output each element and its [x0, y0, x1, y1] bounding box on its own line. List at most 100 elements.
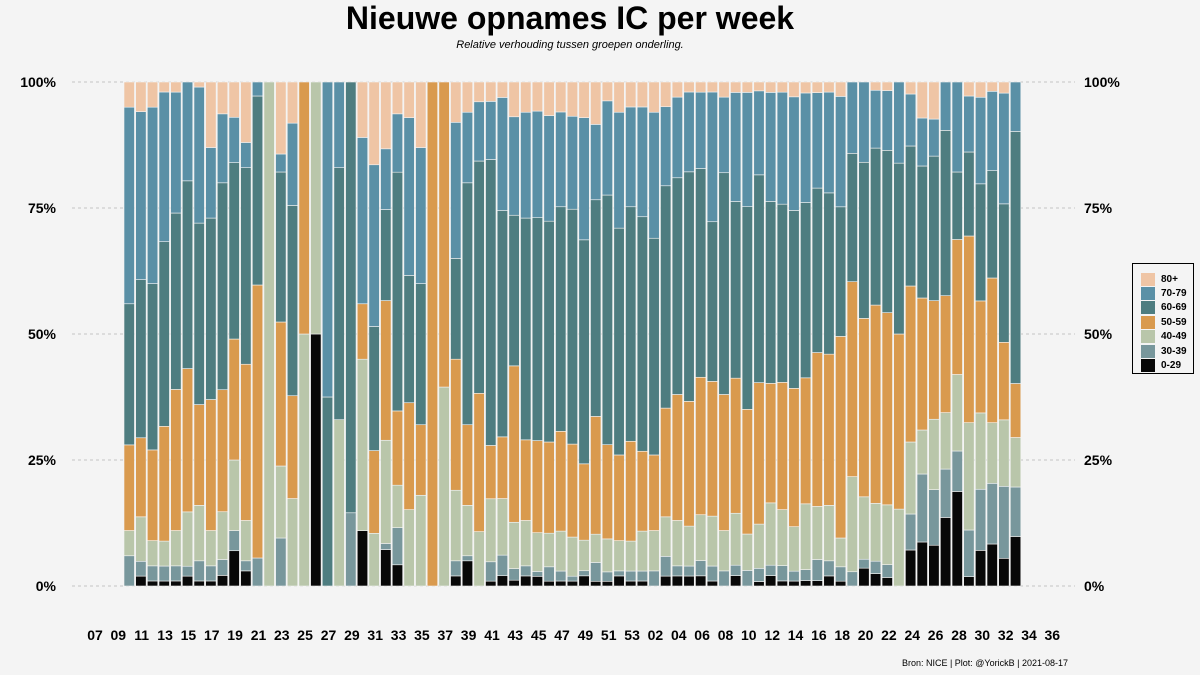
- bar-segment-0-29: [566, 580, 578, 587]
- bar-segment-50-59: [275, 321, 287, 467]
- bar-segment-50-59: [566, 443, 578, 538]
- bar-segment-50-59: [438, 81, 450, 388]
- bar-segment-40-49: [147, 540, 159, 567]
- bar-segment-60-69: [823, 192, 835, 355]
- x-tick-label: 02: [648, 627, 664, 643]
- bar-segment-40-49: [368, 533, 380, 587]
- y-tick-label-right: 50%: [1084, 326, 1113, 342]
- bar-segment-70-79: [613, 111, 625, 229]
- bar-segment-60-69: [123, 303, 135, 446]
- bar-segment-40-49: [578, 539, 590, 572]
- bar-segment-0-29: [508, 579, 520, 587]
- bar-segment-40-49: [391, 484, 403, 528]
- bar-segment-70-79: [998, 92, 1010, 205]
- bar-segment-50-59: [905, 285, 917, 443]
- bar-segment-80+: [753, 81, 765, 92]
- bar-segment-50-59: [461, 424, 473, 506]
- bar-segment-50-59: [228, 338, 240, 461]
- bar-segment-70-79: [905, 93, 917, 147]
- x-tick-label: 17: [204, 627, 220, 643]
- bar-segment-80+: [765, 81, 777, 93]
- bar-segment-80+: [660, 81, 672, 108]
- x-tick-label: 11: [134, 627, 149, 643]
- bar-segment-40-49: [975, 412, 987, 490]
- bar-segment-80+: [473, 81, 485, 103]
- bar-segment-0-29: [963, 576, 975, 587]
- legend-swatch: [1141, 301, 1155, 315]
- bar-segment-50-59: [147, 449, 159, 541]
- bar-segment-40-49: [566, 536, 578, 577]
- bar-segment-60-69: [217, 182, 229, 391]
- bar-segment-60-69: [240, 167, 252, 365]
- bar-segment-50-59: [881, 312, 893, 506]
- bar-segment-30-39: [986, 483, 998, 545]
- x-tick-label: 20: [858, 627, 874, 643]
- bar-segment-80+: [520, 81, 532, 113]
- x-tick-label: 53: [624, 627, 640, 643]
- bar-segment-70-79: [333, 81, 345, 168]
- bar-segment-70-79: [415, 147, 427, 284]
- bar-segment-70-79: [368, 164, 380, 327]
- bar-segment-30-39: [881, 564, 893, 578]
- bar-segment-60-69: [391, 171, 403, 412]
- bar-segment-30-39: [660, 556, 672, 577]
- bar-segment-70-79: [485, 101, 497, 160]
- bar-segment-30-39: [858, 558, 870, 569]
- bar-segment-30-39: [636, 570, 648, 582]
- bar-segment-30-39: [193, 560, 205, 582]
- bar-segment-70-79: [625, 106, 637, 208]
- bar-segment-0-29: [928, 544, 940, 587]
- bar-segment-50-59: [765, 383, 777, 504]
- bar-segment-70-79: [158, 91, 170, 242]
- bar-segment-80+: [695, 81, 707, 93]
- bar-segment-50-59: [835, 336, 847, 539]
- bar-segment-70-79: [228, 116, 240, 163]
- bar-segment-0-29: [450, 575, 462, 587]
- x-tick-label: 32: [998, 627, 1014, 643]
- bar-segment-0-29: [520, 575, 532, 587]
- bar-segment-70-79: [765, 92, 777, 202]
- bar-segment-70-79: [951, 81, 963, 173]
- bar-segment-0-29: [858, 567, 870, 587]
- bar-segment-30-39: [905, 513, 917, 551]
- bar-segment-30-39: [963, 529, 975, 577]
- bar-segment-80+: [391, 81, 403, 115]
- x-tick-label: 27: [321, 627, 337, 643]
- bar-segment-40-49: [531, 532, 543, 572]
- bar-segment-30-39: [158, 565, 170, 582]
- bar-segment-50-59: [776, 382, 788, 510]
- bar-segment-80+: [147, 81, 159, 108]
- bar-segment-40-49: [1010, 437, 1022, 488]
- bar-segment-60-69: [228, 162, 240, 340]
- bar-segment-70-79: [275, 153, 287, 173]
- bar-segment-50-59: [730, 377, 742, 514]
- bar-segment-60-69: [321, 396, 334, 587]
- bar-segment-80+: [881, 81, 893, 91]
- x-tick-label: 19: [227, 627, 243, 643]
- bar-segment-40-49: [555, 530, 567, 572]
- bar-segment-0-29: [706, 580, 718, 587]
- bar-segment-40-49: [228, 459, 240, 531]
- bar-segment-30-39: [870, 560, 882, 574]
- bar-segment-50-59: [426, 81, 438, 587]
- bar-segment-70-79: [135, 111, 147, 280]
- caption: Bron: NICE | Plot: @YorickB | 2021-08-17: [901, 658, 1068, 668]
- bar-segment-80+: [928, 81, 940, 120]
- bar-segment-50-59: [940, 295, 952, 413]
- bar-segment-40-49: [333, 419, 345, 587]
- bar-segment-60-69: [683, 171, 695, 402]
- bar-segment-40-49: [356, 358, 369, 531]
- bar-segment-40-49: [473, 531, 485, 587]
- bar-segment-40-49: [741, 533, 753, 571]
- bar-segment-50-59: [473, 392, 485, 532]
- bar-segment-60-69: [870, 147, 882, 306]
- bar-segment-70-79: [147, 106, 159, 284]
- bar-segment-50-59: [695, 376, 707, 516]
- bar-segment-70-79: [217, 113, 229, 184]
- x-tick-label: 22: [881, 627, 897, 643]
- legend-item: 0-29: [1141, 358, 1193, 373]
- bar-segment-40-49: [415, 494, 427, 587]
- bar-segment-70-79: [520, 111, 532, 219]
- bar-segment-60-69: [660, 185, 672, 409]
- bar-segment-70-79: [718, 96, 730, 174]
